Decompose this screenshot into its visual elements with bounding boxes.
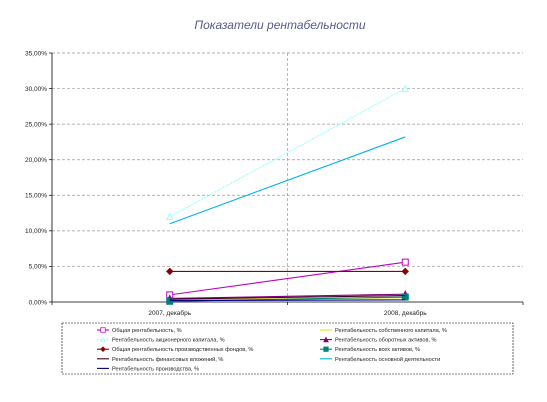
- series-line: [169, 295, 406, 300]
- legend-label: Общая рентабельность производственных фо…: [112, 347, 253, 353]
- legend-label: Рентабельность основной деятельности: [335, 356, 440, 363]
- series-point: [166, 297, 174, 305]
- legend-item: Общая рентабельность, %: [97, 327, 182, 334]
- y-axis-ticks: 0,00% 5,00% 10,00% 15,00% 20,00% 25,00% 30,00%…: [25, 50, 47, 306]
- series-line: [169, 261, 406, 296]
- legend-item: Рентабельность основной деятельности: [320, 356, 440, 363]
- series-line: [169, 88, 406, 218]
- legend: Общая рентабельность, % Рентабельность со…: [61, 322, 514, 375]
- series-point: [100, 346, 106, 352]
- legend-item: Рентабельность производства, %: [97, 366, 199, 372]
- series-point: [323, 336, 329, 343]
- series: [165, 84, 410, 221]
- chart-title: Показатели рентабельности: [194, 18, 365, 32]
- legend-item: Рентабельность акционерного капитала, %: [97, 336, 225, 344]
- y-tick-label: 30,00%: [25, 86, 47, 93]
- legend-item: Рентабельность собственного капитала, %: [320, 328, 447, 334]
- legend-item: Рентабельность всех активов, %: [320, 346, 420, 353]
- series: [169, 295, 406, 300]
- series-line: [169, 136, 406, 225]
- legend-label: Рентабельность производства, %: [112, 366, 199, 372]
- legend-label: Рентабельность финансовых вложений, %: [112, 356, 223, 363]
- series-point: [401, 293, 409, 301]
- legend-label: Рентабельность собственного капитала, %: [335, 328, 447, 334]
- series-point: [401, 267, 409, 276]
- series: [169, 136, 406, 225]
- series-line: [169, 299, 406, 302]
- series-point: [401, 84, 410, 93]
- legend-item: Рентабельность финансовых вложений, %: [97, 356, 223, 363]
- legend-label: Общая рентабельность, %: [112, 328, 182, 334]
- y-tick-label: 10,00%: [25, 228, 47, 235]
- x-tick-label: 2008, декабрь: [384, 309, 427, 317]
- legend-label: Рентабельность всех активов, %: [335, 347, 420, 353]
- series-point: [323, 346, 329, 352]
- y-tick-label: 20,00%: [25, 157, 47, 164]
- y-tick-label: 35,00%: [25, 50, 47, 57]
- legend-box: [61, 322, 514, 375]
- series: [166, 267, 409, 276]
- series-point: [100, 336, 106, 343]
- series-point: [166, 267, 174, 276]
- legend-item: Рентабельность оборотных активов, %: [320, 336, 437, 344]
- series: [169, 299, 406, 302]
- series-point: [401, 258, 409, 266]
- legend-label: Рентабельность акционерного капитала, %: [112, 338, 225, 344]
- y-tick-label: 25,00%: [25, 121, 47, 128]
- gridlines: [52, 52, 523, 302]
- x-axis-ticks: 2007, декабрь 2008, декабрь: [148, 309, 427, 317]
- series-line: [169, 293, 406, 299]
- series-lines: [165, 84, 410, 305]
- x-tick-label: 2007, декабрь: [148, 309, 191, 317]
- y-tick-label: 0,00%: [29, 299, 48, 306]
- series-point: [165, 212, 174, 221]
- y-tick-label: 15,00%: [25, 193, 47, 200]
- legend-item: Общая рентабельность производственных фо…: [97, 346, 253, 353]
- axes: [49, 52, 524, 305]
- legend-label: Рентабельность оборотных активов, %: [335, 338, 437, 344]
- y-tick-label: 5,00%: [29, 264, 48, 271]
- series-point: [100, 327, 106, 333]
